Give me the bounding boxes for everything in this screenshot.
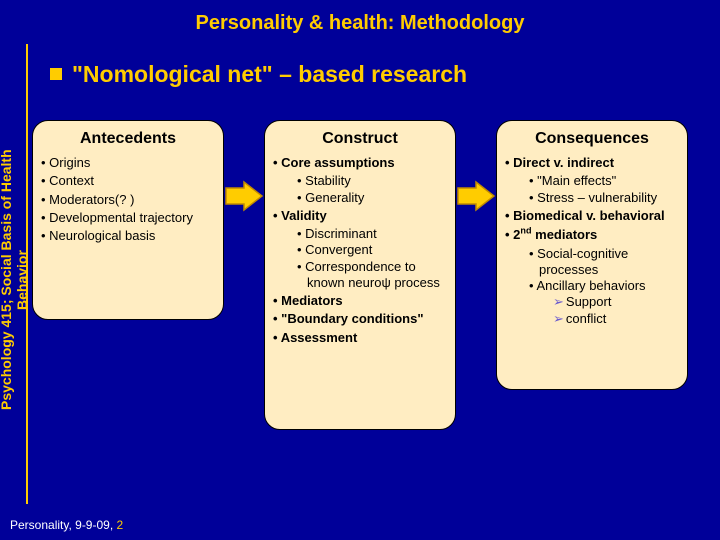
core-assumptions-label: Core assumptions [281, 155, 394, 170]
construct-list: Core assumptions Stability Generality Va… [271, 155, 449, 346]
headline: "Nomological net" – based research [50, 61, 720, 88]
list-item: Context [39, 173, 217, 189]
validity-label: Validity [281, 208, 327, 223]
list-item: Discriminant [297, 226, 449, 242]
list-item: 2nd mediators Social-cognitive processes… [503, 226, 681, 327]
consequences-list: Direct v. indirect "Main effects" Stress… [503, 155, 681, 327]
footer: Personality, 9-9-09, 2 [10, 518, 123, 532]
panel-construct-title: Construct [271, 129, 449, 149]
list-item: Biomedical v. behavioral [503, 208, 681, 224]
footer-page-number: 2 [117, 518, 124, 532]
panel-consequences: Consequences Direct v. indirect "Main ef… [496, 120, 688, 390]
panel-consequences-title: Consequences [503, 129, 681, 149]
list-item: Validity Discriminant Convergent Corresp… [271, 208, 449, 291]
list-item: Direct v. indirect "Main effects" Stress… [503, 155, 681, 206]
panels-row: Antecedents Origins Context Moderators(?… [32, 120, 712, 430]
list-item: Ancillary behaviors Support conflict [529, 278, 681, 327]
list-item: conflict [553, 311, 681, 327]
list-item: Developmental trajectory [39, 210, 217, 226]
headline-bullet-icon [50, 68, 62, 80]
list-item: Assessment [271, 330, 449, 346]
antecedents-list: Origins Context Moderators(? ) Developme… [39, 155, 217, 244]
sidebar-course-label: Psychology 415; Social Basis of Health B… [4, 130, 24, 430]
headline-text: "Nomological net" – based research [72, 61, 467, 87]
list-item: "Main effects" [529, 173, 681, 189]
arrow-1 [224, 180, 264, 212]
list-item: Stability [297, 173, 449, 189]
panel-antecedents-title: Antecedents [39, 129, 217, 149]
direct-label: Direct v. indirect [513, 155, 614, 170]
list-item: Origins [39, 155, 217, 171]
arrow-right-icon [456, 180, 496, 212]
list-item: Generality [297, 190, 449, 206]
list-item: Neurological basis [39, 228, 217, 244]
arrow-right-icon [224, 180, 264, 212]
list-item: Convergent [297, 242, 449, 258]
list-item: Social-cognitive processes [529, 246, 681, 279]
list-item: Core assumptions Stability Generality [271, 155, 449, 206]
footer-text: Personality, 9-9-09, [10, 518, 117, 532]
second-mediators-label: 2nd mediators [513, 227, 597, 242]
panel-construct: Construct Core assumptions Stability Gen… [264, 120, 456, 430]
list-item: "Boundary conditions" [271, 311, 449, 327]
list-item: Correspondence to known neuroψ process [297, 259, 449, 292]
ancillary-label: Ancillary behaviors [536, 278, 645, 293]
panel-antecedents: Antecedents Origins Context Moderators(?… [32, 120, 224, 320]
list-item: Stress – vulnerability [529, 190, 681, 206]
list-item: Moderators(? ) [39, 192, 217, 208]
slide-title: Personality & health: Methodology [0, 0, 720, 43]
list-item: Mediators [271, 293, 449, 309]
list-item: Support [553, 294, 681, 310]
arrow-2 [456, 180, 496, 212]
